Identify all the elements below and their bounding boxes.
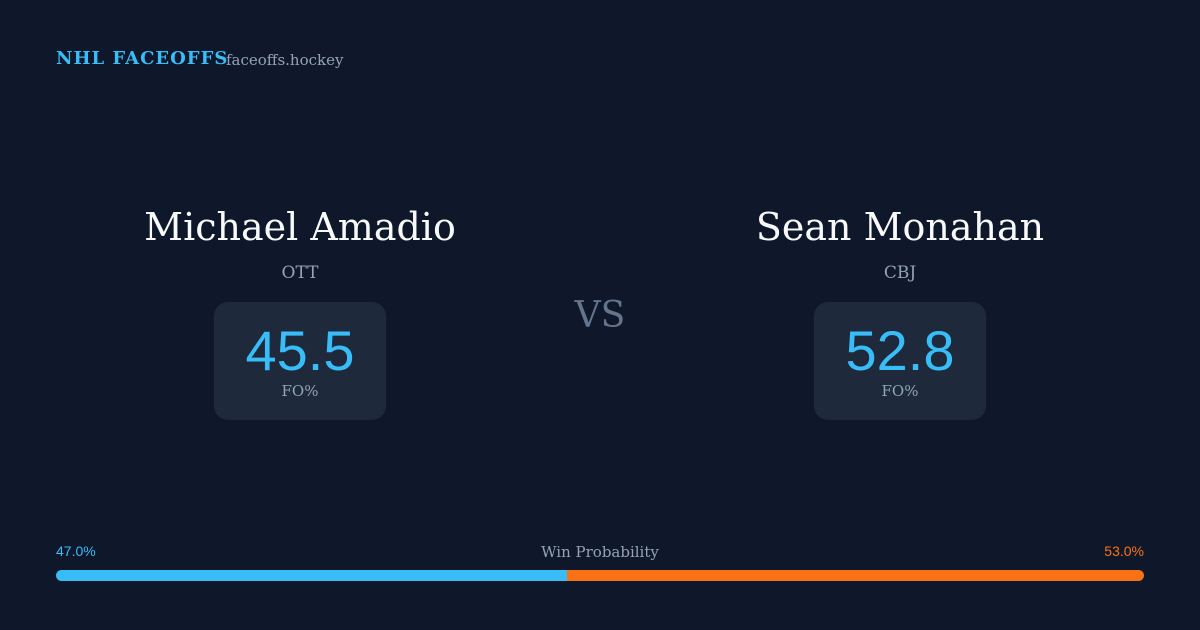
stat-label: FO% (281, 382, 319, 400)
brand: NHL FACEOFFS (56, 48, 229, 69)
stat-box: 52.8 FO% (814, 302, 986, 420)
stat-box: 45.5 FO% (214, 302, 386, 420)
home-probability: 47.0% (56, 543, 96, 559)
probability-bar (56, 570, 1144, 581)
stat-value: 45.5 (245, 319, 355, 382)
player-team: CBJ (883, 263, 917, 283)
probability-title: Win Probability (541, 543, 659, 561)
player-name: Michael Amadio (144, 205, 456, 249)
site: faceoffs.hockey (226, 51, 344, 69)
player-name: Sean Monahan (755, 205, 1045, 249)
away-probability: 53.0% (1104, 543, 1144, 559)
stat-label: FO% (881, 382, 919, 400)
player-team: OTT (281, 263, 319, 283)
probability-segment (56, 570, 568, 581)
probability-segment (567, 570, 1144, 581)
versus: VS (574, 295, 626, 336)
stat-value: 52.8 (845, 319, 955, 382)
